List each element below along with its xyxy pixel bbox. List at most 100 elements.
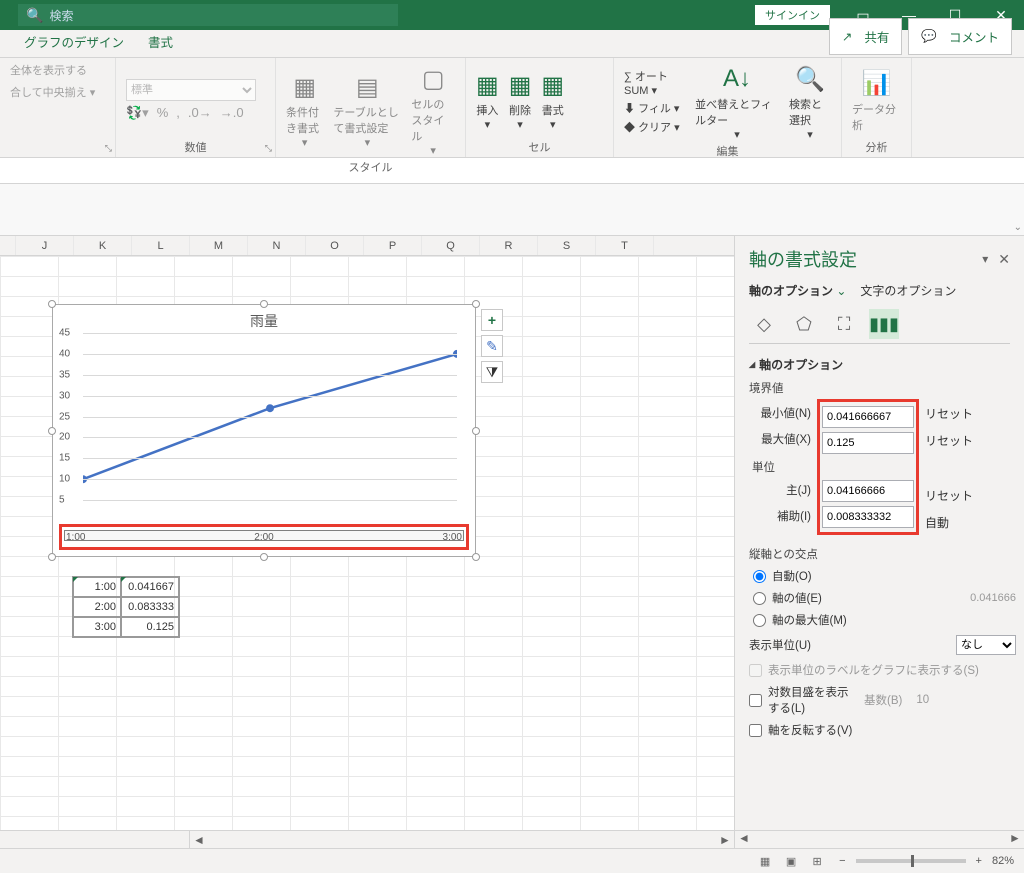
text-options-tab[interactable]: 文字のオプション bbox=[860, 282, 956, 299]
col-header[interactable]: P bbox=[364, 236, 422, 255]
scroll-right-icon[interactable]: ► bbox=[716, 833, 734, 847]
cell-styles-button[interactable]: ▢セルのスタイル▾ bbox=[411, 62, 455, 157]
zoom-out-icon[interactable]: − bbox=[839, 855, 845, 867]
horizontal-scrollbar[interactable]: ◄ ► bbox=[0, 830, 734, 848]
search-icon: 🔍 bbox=[26, 7, 43, 24]
insert-cells-button[interactable]: ▦挿入▾ bbox=[476, 68, 499, 131]
col-header[interactable]: J bbox=[16, 236, 74, 255]
percent-icon[interactable]: % bbox=[157, 105, 169, 121]
col-header[interactable]: L bbox=[132, 236, 190, 255]
format-as-table-button[interactable]: ▤テーブルとして書式設定▾ bbox=[333, 70, 401, 149]
autosum-button[interactable]: ∑ オート SUM ▾ bbox=[624, 68, 685, 97]
min-input[interactable] bbox=[822, 406, 914, 428]
reset-button[interactable]: リセット bbox=[925, 487, 973, 504]
merge-center-button[interactable]: 合して中央揃え ▾ bbox=[10, 84, 95, 100]
search-box[interactable]: 🔍 検索 bbox=[18, 4, 398, 26]
effects-icon[interactable]: ⬠ bbox=[789, 309, 819, 339]
reset-button[interactable]: リセット bbox=[925, 405, 973, 422]
normal-view-icon[interactable]: ▦ bbox=[753, 851, 777, 871]
reset-button[interactable]: リセット bbox=[925, 432, 973, 449]
format-axis-pane: 軸の書式設定 ▾ ✕ 軸のオプション ⌄ 文字のオプション ◇ ⬠ ⛶ ▮▮▮ … bbox=[734, 236, 1024, 848]
x-label: 1:00 bbox=[66, 532, 85, 543]
cross-value-radio[interactable] bbox=[753, 592, 766, 605]
page-break-view-icon[interactable]: ⊞ bbox=[805, 851, 829, 871]
col-header[interactable]: N bbox=[248, 236, 306, 255]
fill-button[interactable]: ⬇ フィル ▾ bbox=[624, 100, 685, 116]
plot-area[interactable]: 51015202530354045 bbox=[83, 333, 457, 521]
tab-chart-design[interactable]: グラフのデザイン bbox=[20, 26, 128, 57]
size-properties-icon[interactable]: ⛶ bbox=[829, 309, 859, 339]
share-button[interactable]: ↗共有 bbox=[829, 18, 903, 55]
col-header[interactable]: S bbox=[538, 236, 596, 255]
currency-icon[interactable]: 💱▾ bbox=[126, 105, 149, 121]
axis-options-icon[interactable]: ▮▮▮ bbox=[869, 309, 899, 339]
wrap-text-button[interactable]: 全体を表示する bbox=[10, 62, 87, 78]
page-layout-view-icon[interactable]: ▣ bbox=[779, 851, 803, 871]
min-label: 最小値(N) bbox=[749, 405, 811, 421]
format-cells-button[interactable]: ▦書式▾ bbox=[541, 68, 564, 131]
log-scale-check[interactable] bbox=[749, 694, 762, 707]
conditional-format-button[interactable]: ▦条件付き書式▾ bbox=[286, 70, 323, 149]
chart-filters-button[interactable]: ⧩ bbox=[481, 361, 503, 383]
axis-options-tab[interactable]: 軸のオプション ⌄ bbox=[749, 282, 846, 299]
auto-label: 自動 bbox=[925, 514, 973, 531]
axis-options-section[interactable]: 軸のオプション bbox=[749, 352, 1016, 377]
bounds-highlighted-box: 単位 bbox=[817, 399, 919, 535]
col-header[interactable]: Q bbox=[422, 236, 480, 255]
col-header[interactable]: O bbox=[306, 236, 364, 255]
collapse-icon[interactable]: ⌄ bbox=[1014, 222, 1022, 233]
display-units-label: 表示単位(U) bbox=[749, 637, 811, 653]
clear-button[interactable]: ◆ クリア ▾ bbox=[624, 119, 685, 135]
col-header[interactable]: T bbox=[596, 236, 654, 255]
minor-input[interactable] bbox=[822, 506, 914, 528]
sort-filter-button[interactable]: A↓並べ替えとフィルター▾ bbox=[695, 62, 779, 141]
increase-decimal-icon[interactable]: .0→ bbox=[188, 105, 212, 121]
signin-button[interactable]: サインイン bbox=[755, 5, 830, 25]
chart-title[interactable]: 雨量 bbox=[53, 305, 475, 333]
display-units-select[interactable]: なし bbox=[956, 635, 1016, 655]
number-format-select[interactable]: 標準 bbox=[126, 79, 256, 101]
cross-max-radio[interactable] bbox=[753, 614, 766, 627]
comment-button[interactable]: 💬コメント bbox=[908, 18, 1012, 55]
delete-cells-button[interactable]: ▦削除▾ bbox=[509, 68, 532, 131]
zoom-slider[interactable] bbox=[856, 859, 966, 863]
cell[interactable]: 1:00 bbox=[73, 577, 121, 597]
zoom-in-icon[interactable]: + bbox=[976, 855, 982, 867]
cell[interactable]: 0.083333 bbox=[121, 597, 179, 617]
formula-bar[interactable] bbox=[0, 158, 1024, 184]
max-input[interactable] bbox=[822, 432, 914, 454]
worksheet[interactable]: J K L M N O P Q R S T 雨量 5 bbox=[0, 236, 734, 848]
status-bar: ▦ ▣ ⊞ − + 82% bbox=[0, 848, 1024, 873]
cross-auto-radio[interactable] bbox=[753, 570, 766, 583]
reverse-axis-check[interactable] bbox=[749, 724, 762, 737]
pane-options-icon[interactable]: ▾ bbox=[982, 252, 988, 266]
x-axis-highlighted[interactable]: 1:00 2:00 3:00 bbox=[59, 524, 469, 550]
comma-icon[interactable]: , bbox=[176, 105, 180, 121]
data-analysis-button[interactable]: 📊データ分析 bbox=[852, 67, 901, 133]
minor-label: 補助(I) bbox=[749, 508, 811, 524]
col-header[interactable]: K bbox=[74, 236, 132, 255]
chart-object[interactable]: 雨量 51015202530354045 1:00 2:00 3:00 + ✎ … bbox=[52, 304, 476, 557]
decrease-decimal-icon[interactable]: →.0 bbox=[220, 105, 244, 121]
zoom-value[interactable]: 82% bbox=[992, 855, 1014, 867]
tab-format[interactable]: 書式 bbox=[144, 26, 177, 57]
cell[interactable]: 0.041667 bbox=[121, 577, 179, 597]
find-select-button[interactable]: 🔍検索と選択▾ bbox=[789, 62, 831, 141]
chart-elements-button[interactable]: + bbox=[481, 309, 503, 331]
dialog-launcher-icon[interactable]: ⤡ bbox=[265, 143, 272, 154]
cell[interactable]: 2:00 bbox=[73, 597, 121, 617]
cell[interactable]: 0.125 bbox=[121, 617, 179, 637]
major-input[interactable] bbox=[822, 480, 914, 502]
pane-close-icon[interactable]: ✕ bbox=[998, 251, 1010, 268]
col-header[interactable]: M bbox=[190, 236, 248, 255]
ribbon: 全体を表示する 合して中央揃え ▾ ⤡ 標準 💱▾ % , .0→ →.0 数値… bbox=[0, 58, 1024, 158]
col-header[interactable]: R bbox=[480, 236, 538, 255]
pane-scrollbar[interactable]: ◄► bbox=[735, 830, 1024, 848]
scroll-left-icon[interactable]: ◄ bbox=[190, 833, 208, 847]
cell[interactable]: 3:00 bbox=[73, 617, 121, 637]
fill-line-icon[interactable]: ◇ bbox=[749, 309, 779, 339]
cross-label: 縦軸との交点 bbox=[749, 543, 1016, 565]
dialog-launcher-icon[interactable]: ⤡ bbox=[105, 143, 112, 154]
x-label: 3:00 bbox=[443, 532, 462, 543]
chart-styles-button[interactable]: ✎ bbox=[481, 335, 503, 357]
